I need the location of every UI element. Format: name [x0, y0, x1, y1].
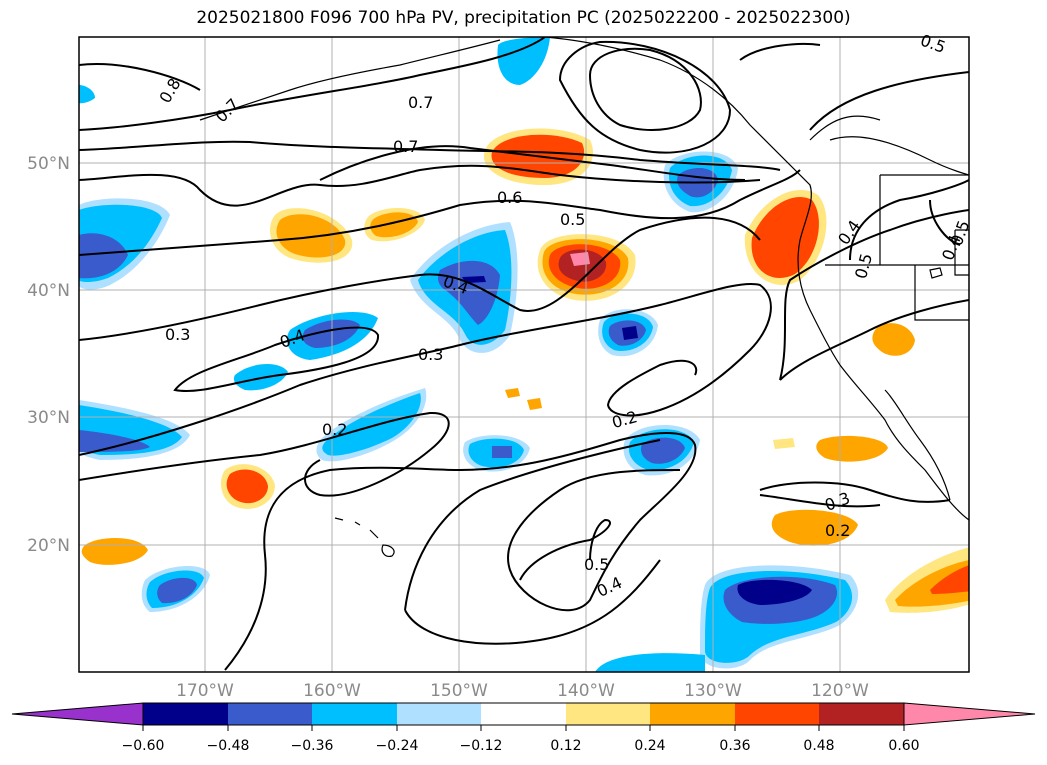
colorbar-segment: [650, 703, 735, 725]
colorbar-tick-label: 0.36: [719, 738, 750, 754]
coastlines: [199, 37, 969, 557]
contour-label: 0.7: [393, 137, 418, 156]
contour-label: 0.6: [497, 188, 522, 207]
colorbar-tick-label: 0.60: [888, 738, 919, 754]
lon-label-140w: 140°W: [557, 681, 615, 701]
colorbar-tick-label: −0.48: [207, 738, 250, 754]
map-title: 2025021800 F096 700 hPa PV, precipitatio…: [196, 8, 851, 28]
colorbar: −0.60 −0.48 −0.36 −0.24 −0.12 0.12 0.24 …: [11, 702, 1036, 754]
lon-label-150w: 150°W: [430, 681, 488, 701]
gridlines: [79, 37, 969, 672]
colorbar-tick-label: 0.12: [550, 738, 581, 754]
contour-label: 0.3: [418, 345, 443, 364]
lat-label-30n: 30°N: [27, 408, 70, 428]
colorbar-tick-label: 0.24: [634, 738, 665, 754]
contour-label: 0.3: [165, 325, 190, 344]
colorbar-segment: [819, 703, 904, 725]
colorbar-segment: [143, 703, 228, 725]
colorbar-min-extension: [11, 702, 144, 726]
contour-label: 0.7: [408, 93, 433, 112]
longitude-labels: 170°W 160°W 150°W 140°W 130°W 120°W: [176, 681, 869, 701]
colorbar-tick-label: 0.48: [803, 738, 834, 754]
colorbar-tick-label: −0.60: [122, 738, 165, 754]
lon-label-130w: 130°W: [684, 681, 742, 701]
lon-label-120w: 120°W: [811, 681, 869, 701]
colorbar-segment: [481, 703, 566, 725]
contour-label: 0.2: [825, 521, 850, 540]
lat-label-40n: 40°N: [27, 281, 70, 301]
precip-shading: [79, 37, 969, 672]
map-border: [78, 36, 970, 673]
lat-label-20n: 20°N: [27, 536, 70, 556]
colorbar-segment: [228, 703, 312, 725]
contour-label: 0.5: [560, 210, 585, 229]
colorbar-segment: [566, 703, 650, 725]
lat-label-50n: 50°N: [27, 154, 70, 174]
colorbar-tick-label: −0.24: [376, 738, 419, 754]
colorbar-segment: [397, 703, 481, 725]
colorbar-max-extension: [903, 702, 1036, 726]
colorbar-tick-label: −0.36: [291, 738, 334, 754]
colorbar-segment: [735, 703, 819, 725]
pv-contours: [79, 37, 969, 671]
contour-label: 0.2: [322, 420, 347, 439]
colorbar-segment: [312, 703, 397, 725]
colorbar-tick-label: −0.12: [460, 738, 503, 754]
latitude-labels: 50°N 40°N 30°N 20°N: [27, 154, 70, 556]
contour-label: 0.5: [584, 555, 609, 574]
lon-label-160w: 160°W: [303, 681, 361, 701]
lon-label-170w: 170°W: [176, 681, 234, 701]
